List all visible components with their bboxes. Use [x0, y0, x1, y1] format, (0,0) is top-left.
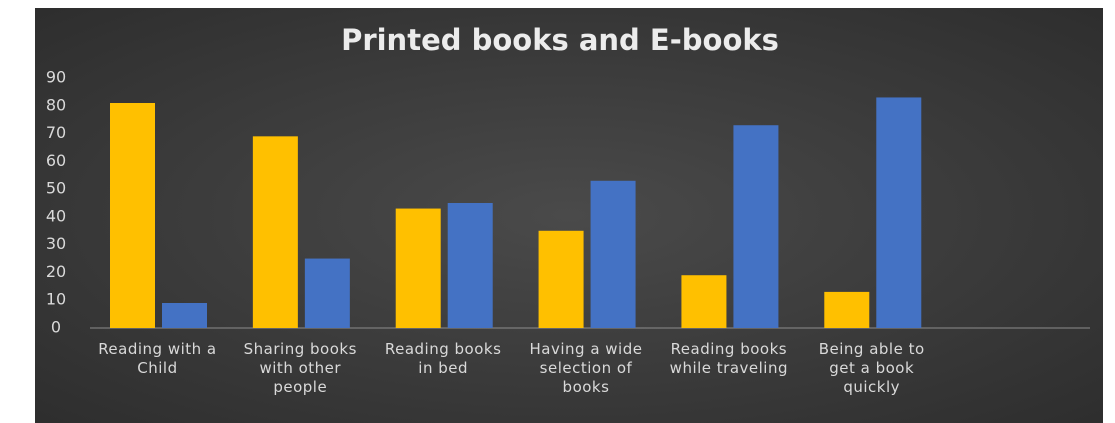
chart-background: [35, 8, 1103, 423]
bar: [162, 303, 207, 328]
bar: [395, 208, 441, 328]
y-tick-label: 60: [46, 151, 66, 170]
chart-title: Printed books and E-books: [341, 23, 779, 57]
x-tick-label: Being able to get a book quickly: [818, 340, 925, 396]
y-tick-label: 40: [46, 206, 66, 225]
y-tick-label: 10: [46, 290, 66, 309]
y-tick-label: 30: [46, 234, 66, 253]
bar: [876, 97, 922, 328]
y-tick-label: 80: [46, 95, 66, 114]
bar: [733, 125, 779, 328]
x-tick-label: Reading books in bed: [384, 340, 502, 377]
bar: [110, 103, 155, 328]
bar: [252, 136, 298, 328]
x-tick-label: Reading books while traveling: [669, 340, 788, 377]
y-tick-label: 20: [46, 262, 66, 281]
bar: [447, 203, 493, 328]
x-tick-label: Sharing books with other people: [243, 340, 357, 396]
y-tick-label: 0: [51, 318, 61, 337]
y-tick-label: 90: [46, 68, 66, 87]
bar: [538, 230, 584, 328]
x-tick-label: Reading with a Child: [98, 340, 217, 377]
bar: [304, 258, 350, 328]
x-tick-label: Having a wide selection of books: [529, 340, 643, 396]
y-tick-label: 70: [46, 123, 66, 142]
bar: [824, 291, 870, 328]
bar: [681, 275, 727, 328]
y-tick-label: 50: [46, 179, 66, 198]
bar: [590, 180, 636, 328]
